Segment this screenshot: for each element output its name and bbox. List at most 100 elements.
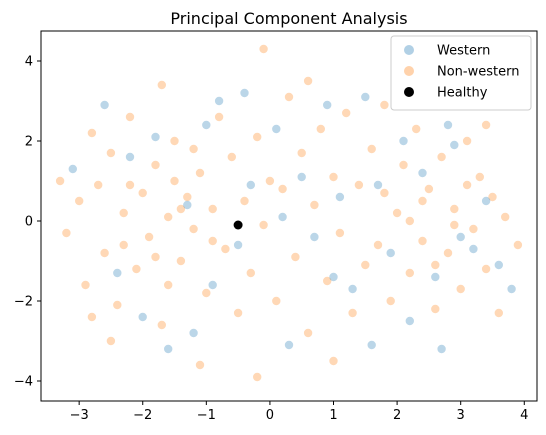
legend-label: Healthy	[437, 86, 488, 101]
data-point	[157, 80, 166, 90]
data-point	[437, 344, 446, 354]
x-tick-label: 2	[393, 408, 401, 423]
data-point	[265, 176, 275, 186]
data-point	[233, 240, 243, 250]
data-point	[392, 208, 402, 218]
data-point	[138, 188, 147, 198]
data-point	[405, 316, 414, 326]
data-point	[431, 304, 440, 314]
data-point	[323, 276, 332, 286]
data-point	[272, 296, 281, 306]
data-point	[202, 288, 211, 298]
data-point	[189, 224, 198, 234]
data-point	[462, 136, 472, 146]
data-point	[431, 260, 440, 270]
data-point	[361, 92, 370, 102]
data-point	[418, 168, 427, 178]
data-point	[310, 200, 319, 210]
data-point	[284, 340, 294, 350]
data-point	[221, 244, 230, 254]
data-point	[253, 132, 262, 142]
data-point	[386, 296, 395, 306]
data-point	[106, 148, 116, 158]
data-point	[443, 248, 453, 258]
data-point	[164, 212, 173, 222]
data-point	[323, 100, 332, 110]
data-point	[513, 240, 523, 250]
data-point	[329, 272, 338, 282]
data-point	[450, 140, 459, 150]
data-point	[437, 152, 446, 162]
legend-marker	[404, 87, 414, 97]
data-point	[329, 172, 338, 182]
data-point	[189, 328, 198, 338]
data-point	[412, 124, 421, 134]
data-point	[278, 212, 287, 222]
x-tick-label: −3	[70, 408, 89, 423]
data-point	[208, 204, 217, 214]
data-point	[138, 312, 147, 322]
series-0	[68, 88, 516, 354]
data-point	[106, 336, 116, 346]
y-tick-label: 2	[25, 135, 33, 150]
data-point	[291, 252, 300, 262]
data-point	[373, 240, 383, 250]
data-point	[380, 100, 389, 110]
data-point	[450, 220, 459, 230]
chart-title: Principal Component Analysis	[170, 9, 407, 28]
x-tick-label: −1	[197, 408, 216, 423]
data-point	[253, 372, 262, 382]
x-tick-label: 3	[457, 408, 465, 423]
plot-frame	[40, 30, 538, 402]
legend-label: Western	[437, 44, 490, 59]
data-point	[176, 204, 186, 214]
data-point	[348, 308, 357, 318]
legend-marker	[404, 66, 414, 76]
data-point	[380, 188, 389, 198]
data-point	[367, 144, 376, 154]
data-point	[507, 284, 516, 294]
data-point	[399, 136, 408, 146]
data-point	[132, 264, 141, 274]
data-point	[227, 152, 236, 162]
data-point	[316, 124, 325, 134]
points-layer	[55, 44, 523, 382]
data-point	[297, 172, 306, 182]
data-point	[405, 268, 414, 278]
data-point	[75, 196, 84, 206]
data-point	[481, 120, 491, 130]
data-point	[62, 228, 71, 238]
data-point	[399, 160, 408, 170]
data-point	[303, 76, 313, 86]
data-point	[488, 192, 497, 202]
data-point	[342, 108, 351, 118]
data-point	[87, 312, 97, 322]
data-point	[94, 180, 103, 190]
data-point	[456, 232, 465, 242]
y-tick-label: 4	[25, 55, 33, 70]
data-point	[348, 284, 357, 294]
data-point	[386, 248, 395, 258]
data-point	[450, 204, 459, 214]
legend-label: Non-western	[437, 65, 519, 80]
data-point	[246, 268, 255, 278]
data-point	[119, 240, 128, 250]
data-point	[170, 176, 179, 186]
data-point	[431, 272, 440, 282]
data-point	[125, 180, 135, 190]
series-1	[55, 44, 523, 382]
data-point	[481, 264, 491, 274]
data-point	[469, 224, 478, 234]
data-point	[164, 344, 173, 354]
legend-marker	[404, 45, 414, 55]
data-point	[246, 180, 255, 190]
data-point	[208, 280, 217, 290]
data-point	[183, 192, 192, 202]
data-point	[259, 220, 268, 230]
data-point	[367, 340, 376, 350]
axis-layer: −3 −2 −1 0 1 2 3 4 −4 −2 0 2 4	[14, 55, 529, 424]
data-point	[469, 244, 478, 254]
data-point	[113, 300, 122, 310]
data-point	[183, 200, 192, 210]
